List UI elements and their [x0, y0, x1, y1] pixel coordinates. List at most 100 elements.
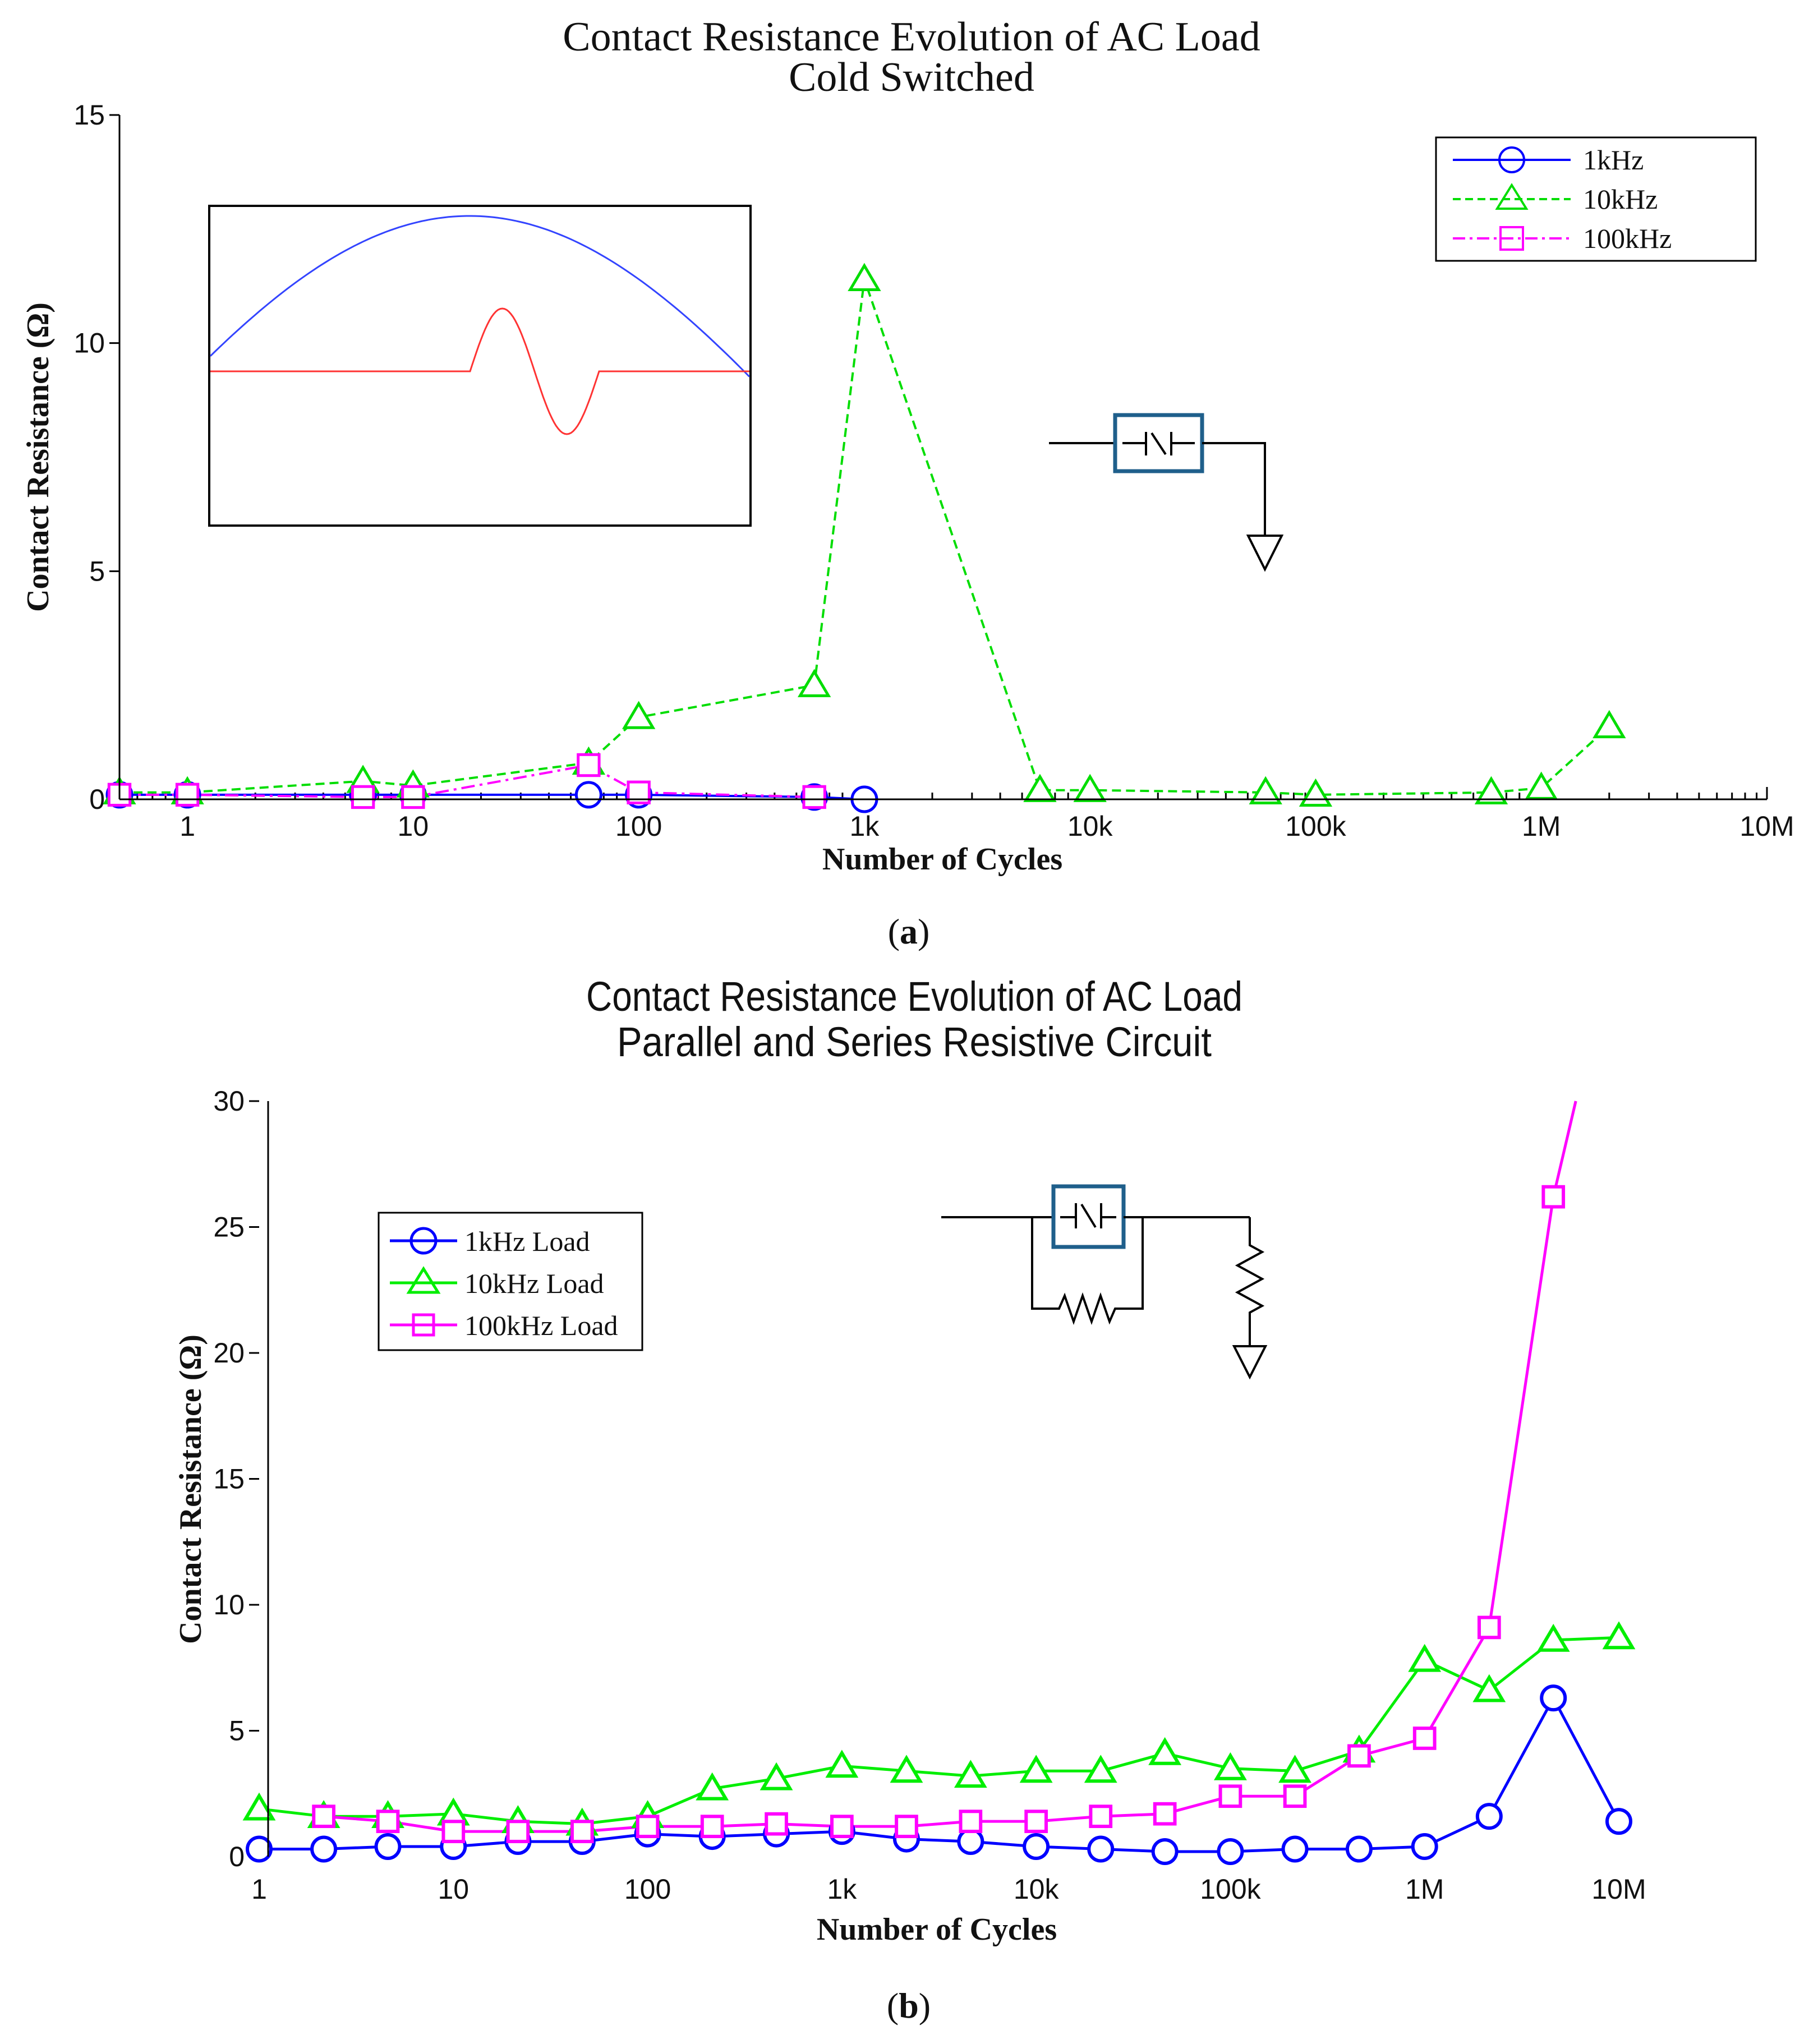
data-point-square: [312, 1804, 335, 1829]
circle-marker-icon: [1498, 146, 1525, 173]
data-point-circle: [1281, 1835, 1309, 1863]
data-point-triangle: [1084, 1755, 1117, 1783]
legend-item-10khz: 10kHz: [1453, 183, 1658, 215]
inset-frame: [208, 205, 752, 527]
x-tick-label: 10M: [1591, 1873, 1646, 1905]
y-tick-label: 25: [213, 1212, 245, 1243]
y-tick-label: 0: [89, 784, 105, 815]
inset-waveform: [208, 205, 752, 527]
data-point-square: [895, 1815, 918, 1838]
chart-title: Contact Resistance Evolution of AC Load: [586, 973, 1242, 1020]
data-point-triangle: [797, 669, 831, 697]
data-point-circle: [1151, 1838, 1179, 1866]
data-point-triangle: [242, 1792, 276, 1821]
legend-label: 1kHz Load: [464, 1226, 590, 1257]
data-point-square: [765, 1812, 788, 1836]
legend-item-100khz: 100kHz: [1453, 223, 1672, 254]
data-point-triangle: [1408, 1644, 1442, 1672]
legend-label: 10kHz: [1583, 183, 1658, 215]
series-line-1: [259, 1636, 1619, 1826]
data-point-square: [376, 1810, 400, 1833]
y-tick-labels: 0 5 10 15 20 25 30: [213, 1085, 245, 1872]
x-tick-label: 1M: [1405, 1873, 1444, 1905]
x-tick-label: 1M: [1522, 811, 1561, 842]
data-point-circle: [1087, 1835, 1115, 1863]
data-point-square: [1541, 1185, 1566, 1209]
y-tick-label: 20: [213, 1337, 245, 1369]
data-point-square: [1412, 1727, 1437, 1750]
y-tick-labels: 0 5 10 15: [73, 99, 105, 815]
inset-sine-wave: [209, 215, 751, 378]
y-axis-label: Contact Resistance (Ω): [173, 1334, 208, 1644]
data-point-triangle: [848, 263, 881, 291]
y-tick-label: 5: [89, 555, 105, 587]
data-point-circle: [1023, 1833, 1050, 1861]
data-point-triangle: [1525, 771, 1558, 800]
data-point-square: [577, 753, 601, 777]
x-tick-label: 10k: [1067, 811, 1113, 842]
data-point-triangle: [1602, 1621, 1636, 1650]
legend-item-100khz-load: 100kHz Load: [390, 1310, 618, 1341]
x-tick-label: 100k: [1285, 811, 1346, 842]
x-axis-label: Number of Cycles: [822, 842, 1062, 877]
x-tick-label: 1k: [850, 811, 880, 842]
chart-subtitle: Parallel and Series Resistive Circuit: [617, 1019, 1212, 1065]
y-axis-label: Contact Resistance (Ω): [21, 302, 56, 612]
data-point-circle: [374, 1833, 402, 1861]
tick-marks: [249, 1100, 259, 1858]
series-markers: [242, 1185, 1636, 1866]
data-point-square: [570, 1820, 594, 1843]
series-markers: [103, 263, 1626, 813]
data-point-square: [506, 1820, 530, 1843]
legend-box: [1435, 136, 1757, 262]
legend: 1kHz Load 10kHz Load 100kHz Load: [378, 1212, 643, 1351]
data-point-circle: [957, 1828, 984, 1856]
data-point-triangle: [1249, 776, 1282, 804]
legend-item-1khz-load: 1kHz Load: [390, 1226, 590, 1257]
y-tick-label: 10: [73, 328, 105, 359]
switch-blade: [1150, 432, 1167, 455]
ground-icon: [1232, 1345, 1268, 1380]
data-point-square: [1283, 1784, 1307, 1808]
data-point-triangle: [825, 1750, 859, 1778]
data-point-triangle: [760, 1762, 793, 1790]
caption-a: (a): [888, 911, 930, 951]
y-tick-label: 15: [213, 1463, 245, 1495]
caption-b: (b): [887, 1986, 931, 2025]
x-tick-label: 100k: [1200, 1873, 1261, 1905]
series-line-2: [119, 764, 814, 798]
x-tick-label: 10: [438, 1873, 469, 1905]
circuit-diagram: [941, 1184, 1268, 1380]
x-tick-label: 100: [624, 1873, 671, 1905]
legend-label: 1kHz: [1583, 144, 1644, 176]
triangle-marker-icon: [406, 1266, 441, 1294]
y-tick-label: 15: [73, 99, 105, 131]
x-tick-label: 10k: [1014, 1873, 1060, 1905]
chart-panel-b: Contact Resistance Evolution of AC Load …: [173, 973, 1646, 2025]
data-point-circle: [310, 1835, 338, 1863]
ground-icon: [1246, 535, 1284, 572]
data-point-triangle: [1278, 1755, 1311, 1783]
y-tick-label: 0: [229, 1841, 245, 1872]
data-point-square: [959, 1810, 983, 1833]
triangle-marker-icon: [1495, 183, 1529, 210]
data-point-circle: [1411, 1833, 1438, 1861]
x-tick-label: 100: [615, 811, 662, 842]
square-marker-icon: [412, 1313, 435, 1337]
data-point-triangle: [1536, 1623, 1570, 1652]
legend-label: 100kHz Load: [464, 1310, 618, 1341]
data-point-square: [441, 1820, 466, 1843]
data-point-triangle: [1214, 1752, 1247, 1780]
data-point-triangle: [954, 1760, 987, 1788]
data-point-square: [1477, 1615, 1501, 1640]
data-point-square: [1089, 1804, 1113, 1829]
series-resistor-icon: [1235, 1217, 1265, 1346]
data-point-circle: [1605, 1808, 1632, 1835]
legend-item-10khz-load: 10kHz Load: [390, 1266, 604, 1299]
x-tick-labels: 1 10 100 1k 10k 100k 1M 10M: [251, 1873, 1646, 1905]
y-tick-label: 10: [213, 1589, 245, 1621]
x-tick-label: 1k: [827, 1873, 857, 1905]
data-point-triangle: [1148, 1737, 1182, 1765]
data-point-square: [401, 785, 425, 809]
